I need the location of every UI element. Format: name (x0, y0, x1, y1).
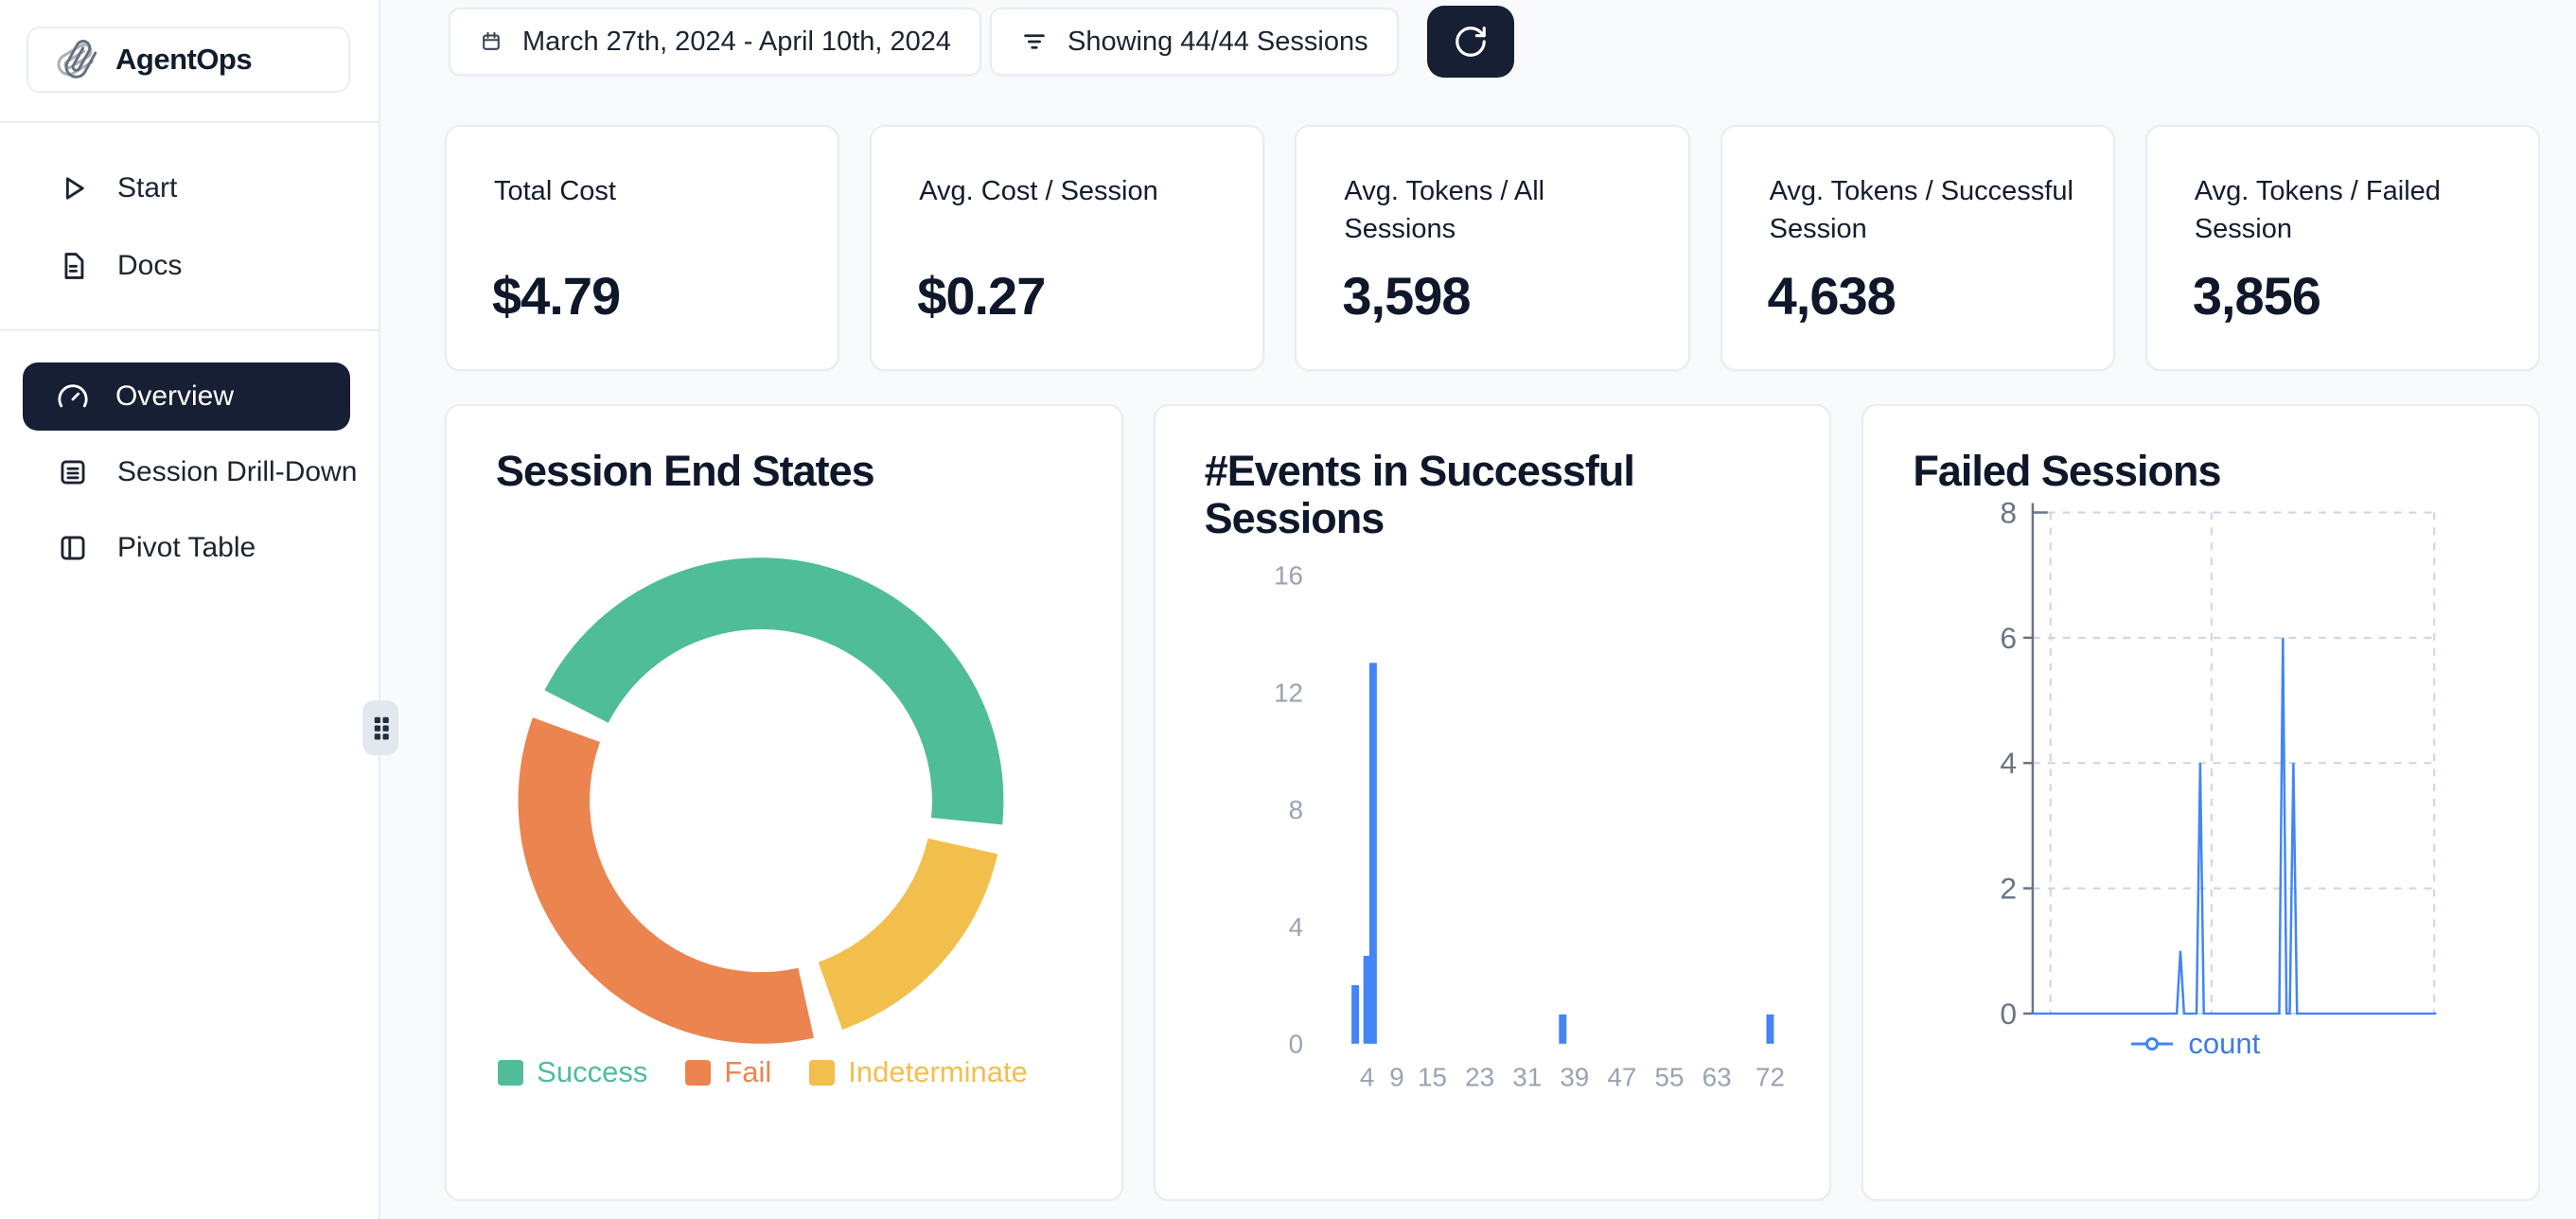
svg-text:4: 4 (1288, 912, 1302, 942)
sidebar-item-start[interactable]: Start (0, 157, 379, 220)
stat-label: Avg. Tokens / Failed Session (2194, 176, 2441, 244)
legend-label: Indeterminate (848, 1055, 1028, 1088)
svg-text:16: 16 (1274, 560, 1303, 590)
stat-label: Avg. Cost / Session (919, 176, 1158, 206)
svg-text:47: 47 (1607, 1063, 1636, 1092)
chart-card-events-in-successful-sessions: #Events in Successful Sessions 0 4 8 12 16 4 9… (1153, 404, 1832, 1201)
sidebar-item-label: Pivot Table (117, 532, 256, 563)
app-title: AgentOps (115, 43, 253, 76)
stat-value: 3,856 (2192, 266, 2321, 326)
play-icon (57, 172, 89, 204)
count-series-marker-icon (2129, 1034, 2175, 1053)
refresh-icon (1453, 24, 1489, 60)
count-series-label: count (2188, 1027, 2261, 1060)
date-range-button[interactable]: March 27th, 2024 - April 10th, 2024 (449, 8, 982, 76)
chart-title: Session End States (496, 447, 875, 495)
svg-text:55: 55 (1654, 1063, 1684, 1092)
document-icon (57, 250, 89, 282)
chart-title: #Events in Successful Sessions (1204, 447, 1635, 542)
legend-item-indeterminate[interactable]: Indeterminate (809, 1055, 1028, 1089)
svg-text:2: 2 (2001, 871, 2018, 905)
stat-card-avg-tokens-failed: Avg. Tokens / Failed Session 3,856 (2144, 125, 2541, 371)
legend-swatch (809, 1059, 836, 1086)
svg-text:39: 39 (1560, 1063, 1589, 1092)
svg-text:31: 31 (1512, 1063, 1542, 1092)
stat-card-total-cost: Total Cost $4.79 (445, 125, 840, 371)
stat-label: Avg. Tokens / Successful Session (1769, 176, 2073, 244)
chart-card-failed-sessions: Failed Sessions 0 2 4 6 8 count (1861, 404, 2541, 1201)
stat-label: Total Cost (494, 176, 616, 206)
stat-value: 4,638 (1767, 266, 1897, 326)
sessions-filter-label: Showing 44/44 Sessions (1067, 26, 1368, 57)
sidebar-item-label: Start (117, 172, 178, 203)
date-range-label: March 27th, 2024 - April 10th, 2024 (522, 26, 952, 57)
svg-text:63: 63 (1702, 1063, 1731, 1092)
svg-text:4: 4 (2001, 746, 2018, 780)
svg-text:8: 8 (1288, 795, 1302, 824)
panel-left-icon (57, 532, 89, 564)
stat-value: $4.79 (492, 266, 621, 326)
svg-text:6: 6 (2001, 621, 2018, 655)
calendar-icon (479, 29, 503, 54)
sidebar-item-label: Overview (115, 380, 235, 412)
sidebar-item-docs[interactable]: Docs (0, 235, 379, 297)
gauge-icon (57, 380, 89, 413)
grip-dots-icon (366, 709, 395, 747)
sidebar-item-overview[interactable]: Overview (23, 362, 350, 431)
stat-card-avg-tokens-successful: Avg. Tokens / Successful Session 4,638 (1720, 125, 2115, 371)
legend-label: Success (537, 1055, 648, 1088)
app-logo[interactable]: AgentOps (26, 26, 350, 93)
sidebar-item-label: Session Drill-Down (117, 456, 358, 487)
sidebar-item-label: Docs (117, 250, 183, 281)
paperclip-logo-icon (57, 40, 97, 80)
line-chart-legend[interactable]: count (1967, 1027, 2422, 1061)
svg-text:23: 23 (1465, 1063, 1494, 1092)
sidebar: AgentOps Start Docs (0, 0, 380, 1219)
svg-text:4: 4 (1360, 1063, 1374, 1092)
svg-text:12: 12 (1274, 678, 1303, 707)
sidebar-divider (0, 329, 379, 331)
stat-label: Avg. Tokens / All Sessions (1344, 176, 1545, 244)
legend-label: Fail (724, 1055, 772, 1088)
stat-card-avg-tokens-all: Avg. Tokens / All Sessions 3,598 (1295, 125, 1690, 371)
charts-row: Session End States Success Fail Indetermin… (445, 404, 2541, 1201)
sidebar-item-session-drill-down[interactable]: Session Drill-Down (0, 441, 379, 504)
stat-value: 3,598 (1342, 266, 1471, 326)
legend-item-fail[interactable]: Fail (685, 1055, 771, 1089)
legend-swatch (685, 1059, 712, 1086)
filter-lines-icon (1020, 27, 1049, 56)
list-box-icon (57, 456, 89, 488)
sidebar-resize-handle[interactable] (362, 700, 398, 755)
svg-text:9: 9 (1389, 1063, 1403, 1092)
svg-text:8: 8 (2001, 495, 2018, 529)
donut-chart-canvas[interactable] (447, 406, 1121, 1199)
legend-item-success[interactable]: Success (498, 1055, 647, 1089)
refresh-button[interactable] (1427, 6, 1514, 78)
sessions-filter-button[interactable]: Showing 44/44 Sessions (990, 8, 1399, 76)
legend-swatch (498, 1059, 524, 1086)
stat-card-avg-cost-session: Avg. Cost / Session $0.27 (870, 125, 1265, 371)
donut-legend: Success Fail Indeterminate (447, 1055, 1079, 1089)
svg-text:15: 15 (1418, 1063, 1447, 1092)
chart-title: Failed Sessions (1913, 447, 2221, 495)
stat-value: $0.27 (917, 266, 1046, 326)
sidebar-item-pivot-table[interactable]: Pivot Table (0, 517, 379, 579)
svg-text:0: 0 (1288, 1030, 1302, 1059)
svg-text:0: 0 (2001, 997, 2018, 1031)
line-chart-canvas[interactable]: 0 2 4 6 8 (1863, 406, 2538, 1199)
chart-card-session-end-states: Session End States Success Fail Indetermin… (445, 404, 1123, 1201)
stats-row: Total Cost $4.79 Avg. Cost / Session $0.… (445, 125, 2541, 371)
svg-text:72: 72 (1756, 1063, 1785, 1092)
sidebar-divider (0, 121, 379, 123)
